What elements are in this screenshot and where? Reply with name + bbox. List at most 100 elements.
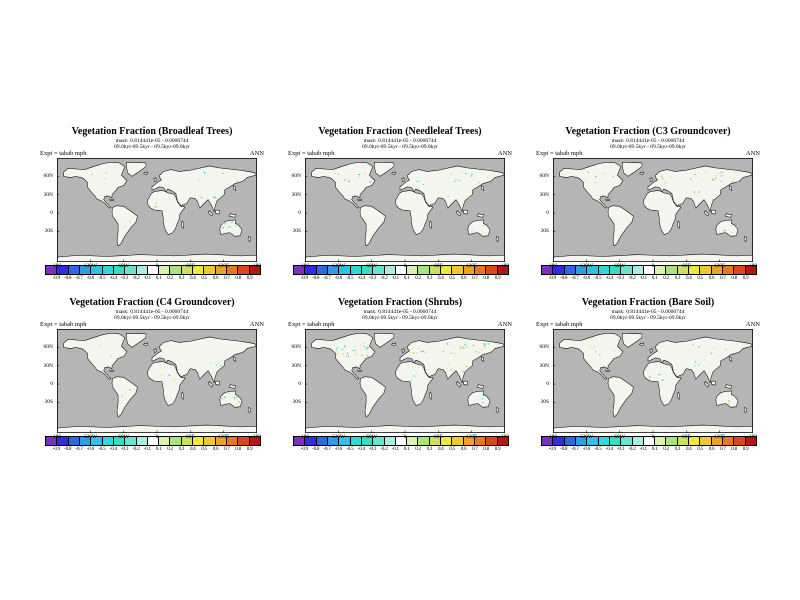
colorbar-tick-label: 0.6 [708, 276, 715, 281]
data-speckle [235, 403, 237, 405]
colorbar-tick-label: 0.7 [720, 276, 726, 281]
colorbar-tick-label: -0.5 [98, 276, 106, 281]
colorbar-segment [666, 266, 678, 274]
data-speckle [472, 344, 475, 346]
colorbar-segment [249, 437, 260, 445]
colorbar-segment [463, 437, 475, 445]
colorbar-segment [294, 437, 306, 445]
data-speckle [364, 346, 366, 348]
colorbar-tick-label: -0.7 [75, 447, 83, 452]
data-speckle [226, 227, 229, 229]
data-speckle [735, 226, 737, 228]
longitude-axis: 180 120W 60W 0 60E 120E 180 [549, 262, 757, 269]
data-speckle [161, 373, 163, 375]
season-label: ANN [497, 321, 512, 328]
colorbar-tick-label: -0.7 [323, 276, 331, 281]
data-speckle [336, 353, 338, 355]
colorbar-tick-label: 0.8 [235, 276, 242, 281]
colorbar-tick-label: -0.7 [571, 447, 579, 452]
data-speckle [234, 398, 236, 400]
colorbar-tick-label: 0.1 [155, 276, 162, 281]
world-map: 60N 30N 0 30S 180 120W 60W 0 60E 120E 180 [540, 329, 757, 440]
lon-tick-label: 60W [366, 434, 377, 440]
data-speckle [231, 221, 233, 223]
colorbar-tick-labels: -0.9 -0.8 -0.7 -0.6 -0.5 -0.4 -0.3 -0.2 -0.1 0.1 0… [45, 447, 261, 454]
colorbar-segment [564, 266, 576, 274]
data-speckle [453, 181, 456, 182]
data-speckle [450, 344, 451, 346]
colorbar-tick-label: 0.7 [224, 447, 230, 452]
lat-tick-label: 0 [546, 381, 549, 388]
lon-tick-label: 0 [651, 434, 655, 440]
data-speckle [215, 364, 218, 366]
colorbar-segment [542, 437, 554, 445]
colorbar-tick-label: -0.3 [121, 276, 129, 281]
lon-tick-label: 60E [681, 263, 691, 269]
data-speckle [367, 346, 369, 348]
colorbar-segment [79, 266, 92, 274]
data-speckle [694, 365, 696, 367]
colorbar-tick-label: -0.1 [143, 276, 151, 281]
panel-c3-groundcover: Vegetation Fraction (C3 Groundcover) mas… [535, 126, 761, 283]
data-speckle [100, 344, 102, 346]
expt-label: Expt = tabab mph [536, 321, 583, 328]
colorbar-segment [373, 266, 385, 274]
data-speckle [459, 345, 461, 347]
data-speckle [406, 177, 408, 178]
latitude-axis: 60N 30N 0 30S [287, 158, 303, 262]
data-speckle [734, 177, 735, 180]
colorbar-tick-label: 0.2 [415, 447, 421, 452]
panel-c4-groundcover: Vegetation Fraction (C4 Groundcover) mas… [39, 297, 265, 454]
colorbar-tick-label: -0.7 [323, 447, 331, 452]
data-speckle [447, 195, 449, 197]
colorbar-tick-label: -0.2 [628, 447, 636, 452]
colorbar-segment [350, 437, 362, 445]
data-speckle [713, 200, 715, 201]
data-speckle [173, 378, 176, 381]
data-speckle [599, 353, 601, 356]
colorbar-segment [57, 437, 69, 445]
data-speckle [110, 355, 112, 357]
panel-subtitle-mask: mask: 0.814441e-05 - 0.0000744 [611, 309, 685, 315]
colorbar-tick-label: 0.7 [472, 447, 478, 452]
lat-tick-label: 0 [50, 210, 53, 217]
panel-subtitle-mask: mask: 0.814441e-05 - 0.0000744 [363, 309, 437, 315]
data-speckle [488, 226, 490, 228]
data-speckle [482, 402, 484, 404]
data-speckle [694, 191, 696, 193]
data-speckle [344, 179, 346, 181]
data-speckle [442, 351, 445, 353]
colorbar-tick-label: 0.2 [663, 447, 669, 452]
data-speckle [418, 180, 421, 182]
data-speckle [103, 182, 105, 185]
data-speckle [104, 178, 107, 180]
data-speckle [588, 344, 590, 346]
colorbar-segment [711, 437, 723, 445]
lon-tick-label: 60W [614, 434, 625, 440]
data-speckle [490, 346, 492, 348]
panel-meta: Expt = tabab mph ANN [287, 321, 513, 329]
lat-tick-label: 30S [292, 228, 301, 235]
data-speckle [358, 176, 359, 179]
colorbar-segment [316, 437, 328, 445]
data-speckle [214, 196, 217, 199]
data-speckle [660, 175, 662, 177]
colorbar-tick-label: -0.1 [391, 276, 399, 281]
lon-tick-label: 60W [118, 434, 129, 440]
lon-tick-label: 180 [300, 263, 310, 269]
colorbar-segment [102, 437, 114, 445]
panel-meta: Expt = tabab mph ANN [287, 150, 513, 158]
data-speckle [416, 181, 418, 182]
colorbar-tick-label: 0.3 [178, 447, 185, 452]
colorbar-tick-label: 0.5 [697, 276, 703, 281]
lon-tick-label: 60E [433, 263, 443, 269]
colorbar-segment [113, 266, 126, 274]
colorbar-tick-label: -0.8 [560, 447, 568, 452]
data-speckle [369, 176, 372, 178]
expt-label: Expt = tabab mph [536, 150, 583, 157]
data-speckle [590, 346, 592, 348]
expt-label: Expt = tabab mph [40, 150, 87, 157]
lat-tick-label: 30S [44, 399, 53, 406]
colorbar-segment [193, 437, 205, 445]
colorbar-segment [553, 437, 565, 445]
